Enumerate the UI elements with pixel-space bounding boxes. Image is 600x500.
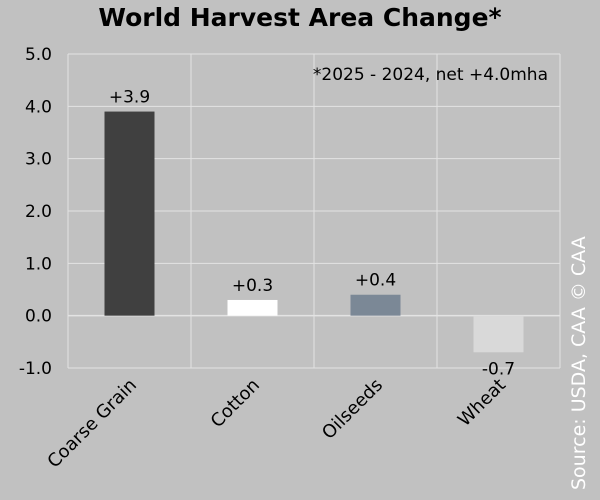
x-axis: Coarse Grain Cotton Oilseeds Wheat [43, 375, 510, 473]
source-credit: Source: USDA, CAA © CAA [568, 236, 590, 490]
data-label: +3.9 [109, 88, 150, 108]
data-labels: +3.9 +0.3 +0.4 -0.7 [109, 88, 515, 380]
x-tick-label: Coarse Grain [43, 375, 141, 473]
x-tick-label: Cotton [207, 375, 264, 432]
y-tick-label: 4.0 [25, 97, 52, 117]
y-tick-label: -1.0 [19, 359, 52, 379]
y-axis: 5.0 4.0 3.0 2.0 1.0 0.0 -1.0 [19, 45, 52, 379]
y-tick-label: 5.0 [25, 45, 52, 65]
bar-wheat [473, 315, 524, 353]
bar-oilseeds [350, 294, 401, 316]
y-tick-label: 3.0 [25, 150, 52, 170]
bar-cotton [227, 299, 278, 316]
x-tick-label: Oilseeds [318, 375, 387, 444]
x-tick-label: Wheat [454, 375, 510, 431]
y-tick-label: 2.0 [25, 202, 52, 222]
chart-title: World Harvest Area Change* [98, 3, 502, 32]
bar-coarse-grain [104, 111, 155, 316]
bars [104, 111, 524, 353]
chart-annotation: *2025 - 2024, net +4.0mha [313, 65, 548, 85]
y-tick-label: 1.0 [25, 254, 52, 274]
data-label: -0.7 [482, 359, 515, 379]
data-label: +0.4 [355, 271, 396, 291]
data-label: +0.3 [232, 276, 273, 296]
y-tick-label: 0.0 [25, 307, 52, 327]
